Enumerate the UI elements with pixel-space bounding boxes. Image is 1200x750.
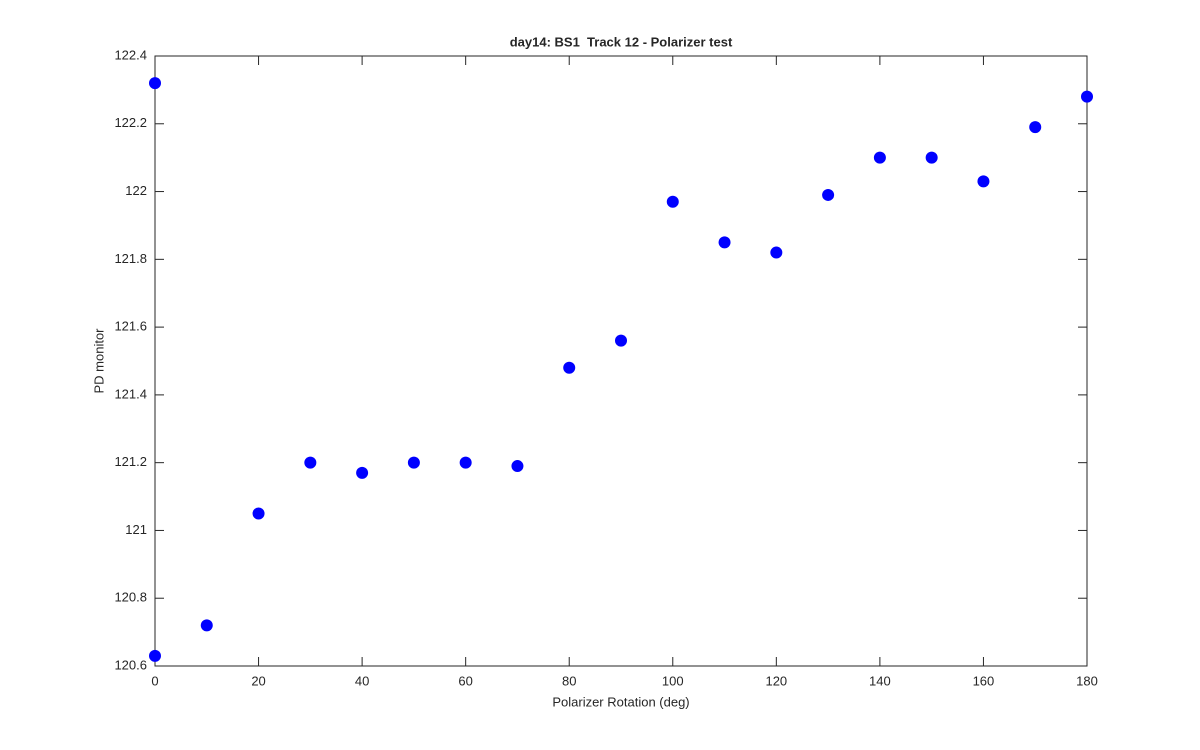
y-tick-label: 121: [125, 522, 147, 537]
data-point: [356, 466, 369, 479]
x-tick-label: 80: [562, 673, 576, 688]
data-point: [200, 619, 213, 632]
x-tick-label: 180: [1076, 673, 1098, 688]
data-point: [149, 649, 161, 662]
x-tick-label: 60: [458, 673, 472, 688]
x-tick-label: 0: [151, 673, 158, 688]
x-tick-label: 40: [355, 673, 369, 688]
data-point: [563, 361, 576, 374]
y-tick-label: 121.2: [114, 454, 147, 469]
data-point: [149, 77, 161, 90]
x-tick-label: 140: [869, 673, 891, 688]
data-point: [977, 175, 990, 188]
y-tick-label: 121.6: [114, 319, 147, 334]
data-point: [615, 334, 627, 347]
data-point: [252, 507, 265, 520]
data-point: [666, 195, 679, 208]
y-tick-label: 120.8: [114, 590, 147, 605]
y-tick-label: 122.2: [114, 115, 147, 130]
plot-frame: [154, 55, 1088, 667]
data-point: [718, 236, 731, 249]
y-tick-label: 122.4: [114, 47, 147, 62]
x-tick-label: 120: [765, 673, 787, 688]
data-point: [873, 151, 886, 164]
data-point: [511, 460, 524, 473]
y-tick-label: 121.8: [114, 251, 147, 266]
y-axis-label: PD monitor: [91, 328, 106, 394]
data-point: [459, 456, 472, 469]
data-point: [1029, 121, 1042, 134]
y-tick-label: 121.4: [114, 386, 147, 401]
data-point: [1081, 90, 1093, 103]
data-point: [822, 188, 835, 201]
x-tick-label: 100: [662, 673, 684, 688]
data-point: [407, 456, 420, 469]
data-point: [770, 246, 783, 259]
y-tick-label: 120.6: [114, 657, 147, 672]
y-tick-label: 122: [125, 183, 147, 198]
x-tick-label: 20: [251, 673, 265, 688]
x-tick-label: 160: [973, 673, 995, 688]
data-point: [925, 151, 938, 164]
chart-title: day14: BS1 Track 12 - Polarizer test: [510, 34, 733, 49]
x-axis-label: Polarizer Rotation (deg): [552, 694, 689, 709]
data-point: [304, 456, 317, 469]
